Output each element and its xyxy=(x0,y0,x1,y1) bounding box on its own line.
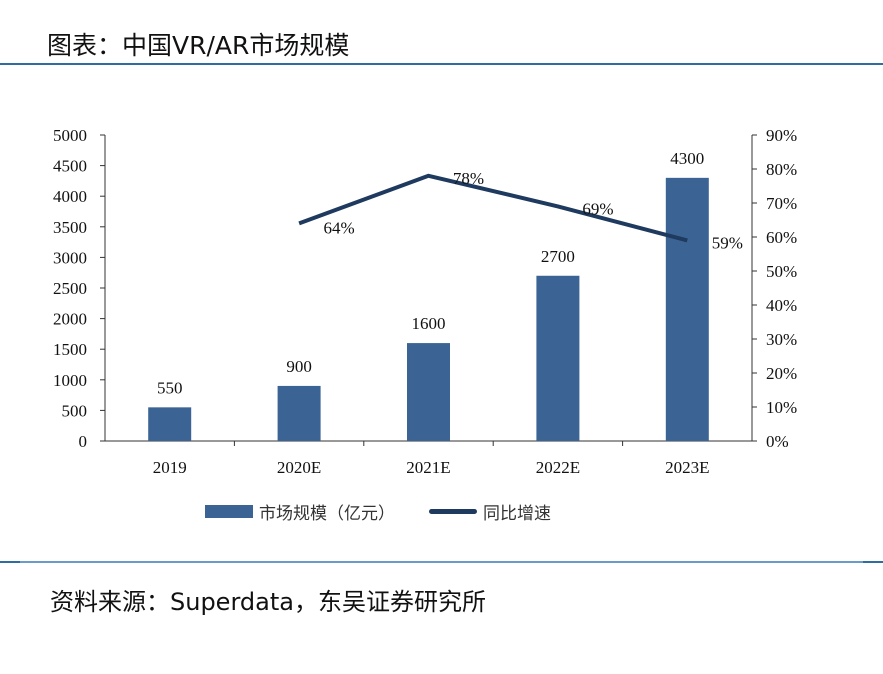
x-tick-label: 2020E xyxy=(277,458,321,477)
bar xyxy=(665,177,709,441)
x-tick-label: 2019 xyxy=(153,458,187,477)
right-tick-label: 20% xyxy=(766,364,797,383)
source-note: 资料来源：Superdata，东吴证券研究所 xyxy=(50,588,486,616)
legend-line-swatch xyxy=(429,509,477,514)
x-tick-label: 2023E xyxy=(665,458,709,477)
x-tick-label: 2022E xyxy=(536,458,580,477)
bar xyxy=(277,385,321,441)
left-tick-label: 3000 xyxy=(53,248,87,267)
left-tick-label: 2500 xyxy=(53,279,87,298)
bar xyxy=(148,407,192,441)
bar-data-label: 900 xyxy=(286,357,312,376)
figure-title: 图表：中国VR/AR市场规模 xyxy=(47,31,350,60)
left-tick-label: 3500 xyxy=(53,218,87,237)
legend-line-label: 同比增速 xyxy=(483,504,551,524)
x-tick-label: 2021E xyxy=(406,458,450,477)
left-tick-label: 0 xyxy=(79,432,88,451)
bar-data-label: 550 xyxy=(157,378,183,397)
legend-bar-swatch xyxy=(205,505,253,518)
line-data-label: 69% xyxy=(582,199,613,218)
line-data-label: 59% xyxy=(712,233,743,252)
left-tick-label: 4500 xyxy=(53,157,87,176)
bar xyxy=(536,275,580,441)
bar xyxy=(407,343,450,441)
right-tick-label: 40% xyxy=(766,296,797,315)
left-tick-label: 1000 xyxy=(53,371,87,390)
line-data-label: 64% xyxy=(324,218,355,237)
bar-data-label: 2700 xyxy=(541,247,575,266)
right-tick-label: 90% xyxy=(766,126,797,145)
top-divider xyxy=(0,63,883,65)
legend-bar-label: 市场规模（亿元） xyxy=(259,504,395,524)
growth-line xyxy=(298,173,688,243)
right-tick-label: 50% xyxy=(766,262,797,281)
line-data-label: 78% xyxy=(453,169,484,188)
right-tick-label: 70% xyxy=(766,194,797,213)
left-tick-label: 500 xyxy=(62,401,88,420)
right-tick-label: 0% xyxy=(766,432,789,451)
right-tick-label: 10% xyxy=(766,398,797,417)
bar-data-label: 4300 xyxy=(670,149,704,168)
bottom-divider xyxy=(0,561,883,563)
left-tick-label: 1500 xyxy=(53,340,87,359)
right-tick-label: 80% xyxy=(766,160,797,179)
left-tick-label: 5000 xyxy=(53,126,87,145)
left-tick-label: 2000 xyxy=(53,310,87,329)
left-tick-label: 4000 xyxy=(53,187,87,206)
legend: 市场规模（亿元） 同比增速 xyxy=(205,499,551,524)
right-tick-label: 60% xyxy=(766,228,797,247)
bar-data-label: 1600 xyxy=(412,314,446,333)
right-tick-label: 30% xyxy=(766,330,797,349)
